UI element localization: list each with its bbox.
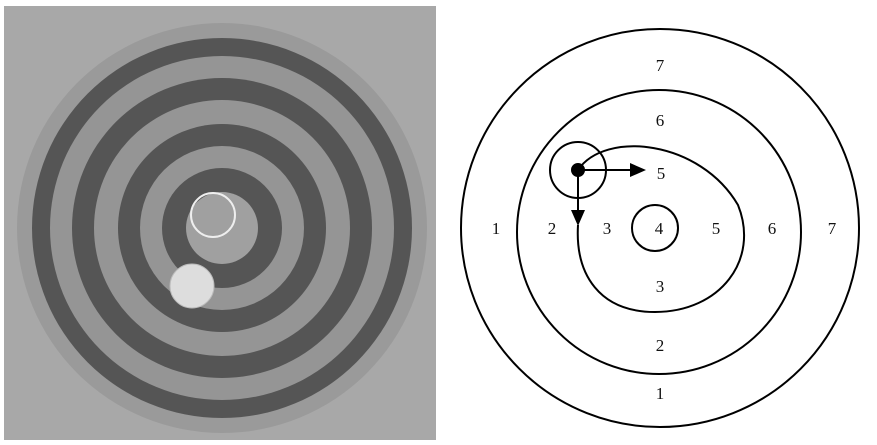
figure: 7 6 5 1 2 3 4 5 6 7 3 2 1 [0,0,877,445]
ring-label: 1 [492,219,501,238]
ring-label: 3 [656,277,665,296]
ring-label: 5 [657,164,666,183]
photo-bullseye [186,192,258,264]
ring-label: 4 [655,219,664,238]
ring-label: 7 [656,56,665,75]
ring-label: 2 [548,219,557,238]
ring-label: 5 [712,219,721,238]
ring-label: 1 [656,384,665,403]
photo-ball [170,264,214,308]
ring-label: 3 [603,219,612,238]
ring-label: 7 [828,219,837,238]
ring-label: 6 [656,111,665,130]
photo-panel [4,6,436,440]
ring-label: 6 [768,219,777,238]
ring-label: 2 [656,336,665,355]
